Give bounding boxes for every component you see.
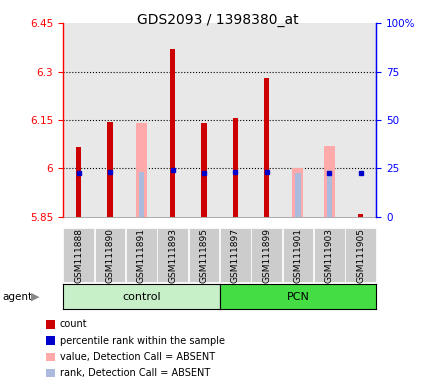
FancyBboxPatch shape — [345, 228, 375, 282]
Bar — [138, 172, 144, 217]
Bar — [125, 23, 157, 217]
Text: GSM111903: GSM111903 — [324, 228, 333, 283]
Bar — [170, 49, 175, 217]
Text: GSM111905: GSM111905 — [355, 228, 364, 283]
Bar — [63, 23, 94, 217]
FancyBboxPatch shape — [63, 228, 94, 282]
Bar — [157, 23, 188, 217]
Bar — [282, 23, 313, 217]
Bar — [292, 169, 303, 217]
FancyBboxPatch shape — [251, 228, 281, 282]
Text: agent: agent — [2, 291, 32, 302]
FancyBboxPatch shape — [95, 228, 125, 282]
Text: GSM111895: GSM111895 — [199, 228, 208, 283]
Bar — [232, 118, 237, 217]
Bar — [263, 78, 269, 217]
Text: GSM111899: GSM111899 — [262, 228, 270, 283]
Text: GSM111891: GSM111891 — [137, 228, 145, 283]
Bar — [76, 147, 81, 217]
FancyBboxPatch shape — [126, 228, 156, 282]
Text: value, Detection Call = ABSENT: value, Detection Call = ABSENT — [59, 352, 214, 362]
Bar — [219, 23, 250, 217]
Bar — [323, 146, 334, 217]
Bar — [188, 23, 219, 217]
Bar — [326, 173, 331, 217]
Bar — [135, 123, 147, 217]
Bar — [94, 23, 125, 217]
Text: PCN: PCN — [286, 291, 309, 302]
FancyBboxPatch shape — [188, 228, 219, 282]
FancyBboxPatch shape — [157, 228, 187, 282]
Text: GSM111901: GSM111901 — [293, 228, 302, 283]
Text: GSM111893: GSM111893 — [168, 228, 177, 283]
FancyBboxPatch shape — [220, 228, 250, 282]
Bar — [250, 23, 282, 217]
Text: rank, Detection Call = ABSENT: rank, Detection Call = ABSENT — [59, 368, 209, 378]
Bar — [295, 173, 300, 217]
Text: GSM111888: GSM111888 — [74, 228, 83, 283]
Text: GDS2093 / 1398380_at: GDS2093 / 1398380_at — [136, 13, 298, 27]
FancyBboxPatch shape — [313, 228, 344, 282]
Text: control: control — [122, 291, 160, 302]
FancyBboxPatch shape — [282, 228, 312, 282]
Bar — [313, 23, 344, 217]
Text: GSM111890: GSM111890 — [105, 228, 114, 283]
Bar — [357, 214, 362, 217]
Text: percentile rank within the sample: percentile rank within the sample — [59, 336, 224, 346]
Text: ▶: ▶ — [31, 291, 40, 302]
Bar — [344, 23, 375, 217]
Bar — [201, 123, 206, 217]
Text: count: count — [59, 319, 87, 329]
Text: GSM111897: GSM111897 — [230, 228, 239, 283]
Bar — [107, 122, 112, 217]
